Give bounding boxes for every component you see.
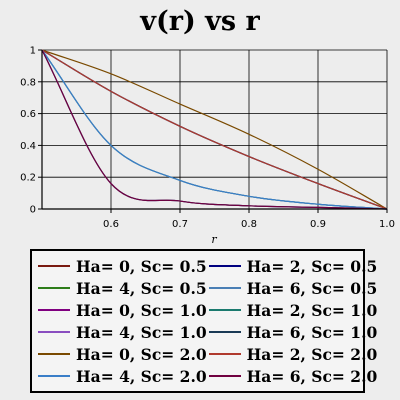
legend-label: Ha= 2, Sc= 1.0 [246,300,378,320]
y-tick-label: 0.6 [20,109,36,120]
legend-label: Ha= 0, Sc= 1.0 [76,300,207,320]
legend-swatch [208,353,241,355]
y-tick-label: 0.4 [20,141,36,152]
legend-item: Ha= 0, Sc= 0.5 [36,255,207,277]
series-line-12 [41,49,388,210]
legend-swatch [38,353,70,355]
line-chart: 0 0.2 0.4 0.6 0.8 1 0.6 0.7 0.8 0.9 1.0 r [20,46,395,247]
legend-item: Ha= 4, Sc= 2.0 [36,365,207,387]
legend-label: Ha= 6, Sc= 1.0 [246,322,378,342]
series-line-10 [41,49,388,210]
x-axis-label: r [211,233,217,246]
y-tick-label: 0.2 [20,173,36,184]
legend-swatch [38,331,70,333]
legend-swatch [208,265,241,267]
legend-item: Ha= 0, Sc= 1.0 [36,299,207,321]
legend-item: Ha= 4, Sc= 1.0 [36,321,207,343]
x-tick-label: 1.0 [379,219,395,230]
legend-item: Ha= 2, Sc= 2.0 [207,343,378,365]
legend-item: Ha= 6, Sc= 1.0 [207,321,378,343]
y-tick-label: 0.8 [20,77,36,88]
y-tick-label: 0 [30,205,36,216]
legend-label: Ha= 4, Sc= 0.5 [76,278,207,298]
axes [38,49,388,213]
series-group [41,49,388,210]
legend-swatch [38,309,70,311]
legend-label: Ha= 4, Sc= 1.0 [76,322,207,342]
x-tick-label: 0.6 [103,219,119,230]
legend-label: Ha= 0, Sc= 0.5 [76,256,207,276]
legend-label: Ha= 2, Sc= 0.5 [246,256,378,276]
legend-item: Ha= 6, Sc= 0.5 [207,277,378,299]
series-line-11 [41,49,388,210]
legend-label: Ha= 6, Sc= 0.5 [246,278,378,298]
chart-title: v(r) vs r [140,6,260,37]
legend-swatch [38,375,70,377]
plot-area [42,50,387,209]
legend-label: Ha= 2, Sc= 2.0 [246,344,378,364]
legend-item: Ha= 2, Sc= 1.0 [207,299,378,321]
legend: Ha= 0, Sc= 0.5 Ha= 2, Sc= 0.5 Ha= 4, Sc= 0… [30,249,377,393]
grid [42,49,388,210]
legend-label: Ha= 6, Sc= 2.0 [246,366,378,386]
x-tick-label: 0.9 [310,219,326,230]
y-tick-label: 1 [30,46,36,57]
legend-swatch [208,309,241,311]
legend-swatch [208,331,241,333]
legend-label: Ha= 4, Sc= 2.0 [76,366,207,386]
legend-swatch [38,287,70,289]
legend-item: Ha= 2, Sc= 0.5 [207,255,378,277]
tick-labels: 0 0.2 0.4 0.6 0.8 1 0.6 0.7 0.8 0.9 1.0 [20,46,395,231]
legend-swatch [208,287,241,289]
legend-item: Ha= 4, Sc= 0.5 [36,277,207,299]
x-tick-label: 0.7 [172,219,188,230]
legend-item: Ha= 0, Sc= 2.0 [36,343,207,365]
legend-swatch [38,265,70,267]
legend-item: Ha= 6, Sc= 2.0 [207,365,378,387]
legend-swatch [208,375,241,377]
series-line-9 [41,49,388,210]
legend-label: Ha= 0, Sc= 2.0 [76,344,207,364]
x-tick-label: 0.8 [241,219,257,230]
